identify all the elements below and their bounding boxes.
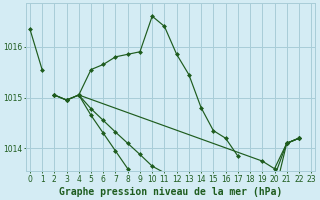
X-axis label: Graphe pression niveau de la mer (hPa): Graphe pression niveau de la mer (hPa) bbox=[59, 186, 282, 197]
